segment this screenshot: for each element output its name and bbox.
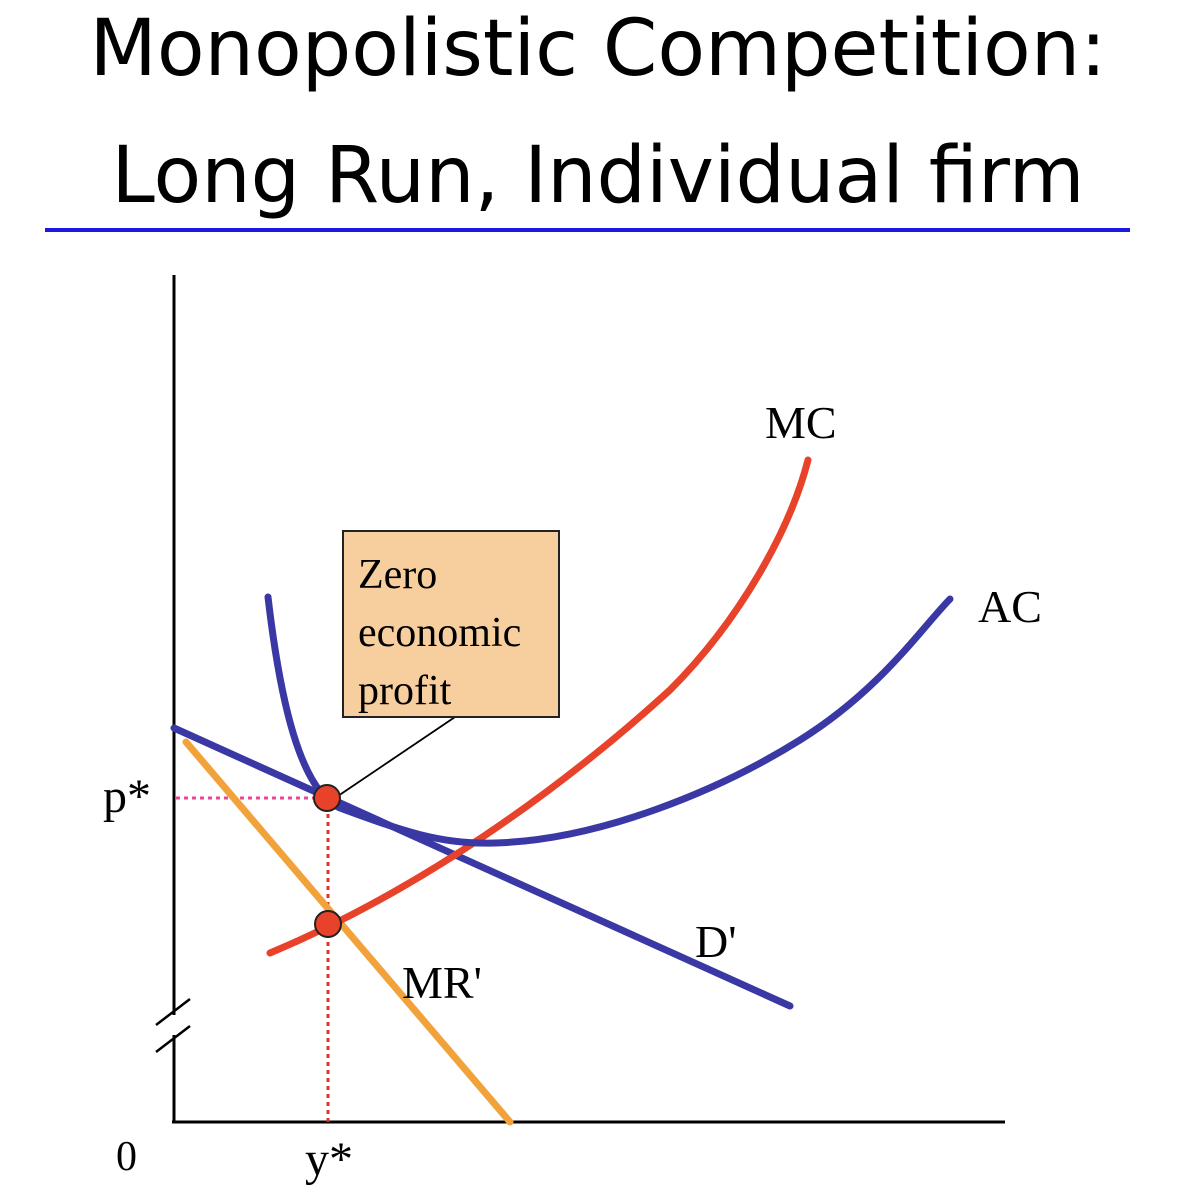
price-label: p*	[103, 770, 151, 823]
title-line-1: Monopolistic Competition:	[89, 4, 1107, 94]
callout-line-2: economic	[358, 610, 522, 656]
quantity-label: y*	[305, 1133, 353, 1186]
callout-line-1: Zero	[358, 552, 438, 598]
origin-label: 0	[116, 1134, 137, 1180]
mr-mc-intersection-point	[314, 910, 342, 938]
demand-curve	[170, 724, 794, 1010]
callout-pointer	[334, 714, 459, 799]
ac-curve	[264, 593, 954, 847]
title-line-2: Long Run, Individual firm	[111, 131, 1085, 221]
zero-profit-callout: Zero economic profit	[342, 530, 560, 718]
ac-label: AC	[978, 581, 1042, 632]
title-underline	[45, 228, 1130, 232]
mc-label: MC	[765, 397, 837, 448]
tangency-point	[313, 784, 341, 812]
axis-break-mark-upper	[155, 998, 191, 1026]
callout-line-3: profit	[358, 668, 452, 714]
mc-curve	[266, 456, 812, 957]
axis-break-mark-lower	[155, 1025, 191, 1053]
mr-label: MR'	[402, 957, 482, 1008]
demand-label: D'	[695, 916, 737, 967]
mr-curve	[182, 738, 514, 1126]
